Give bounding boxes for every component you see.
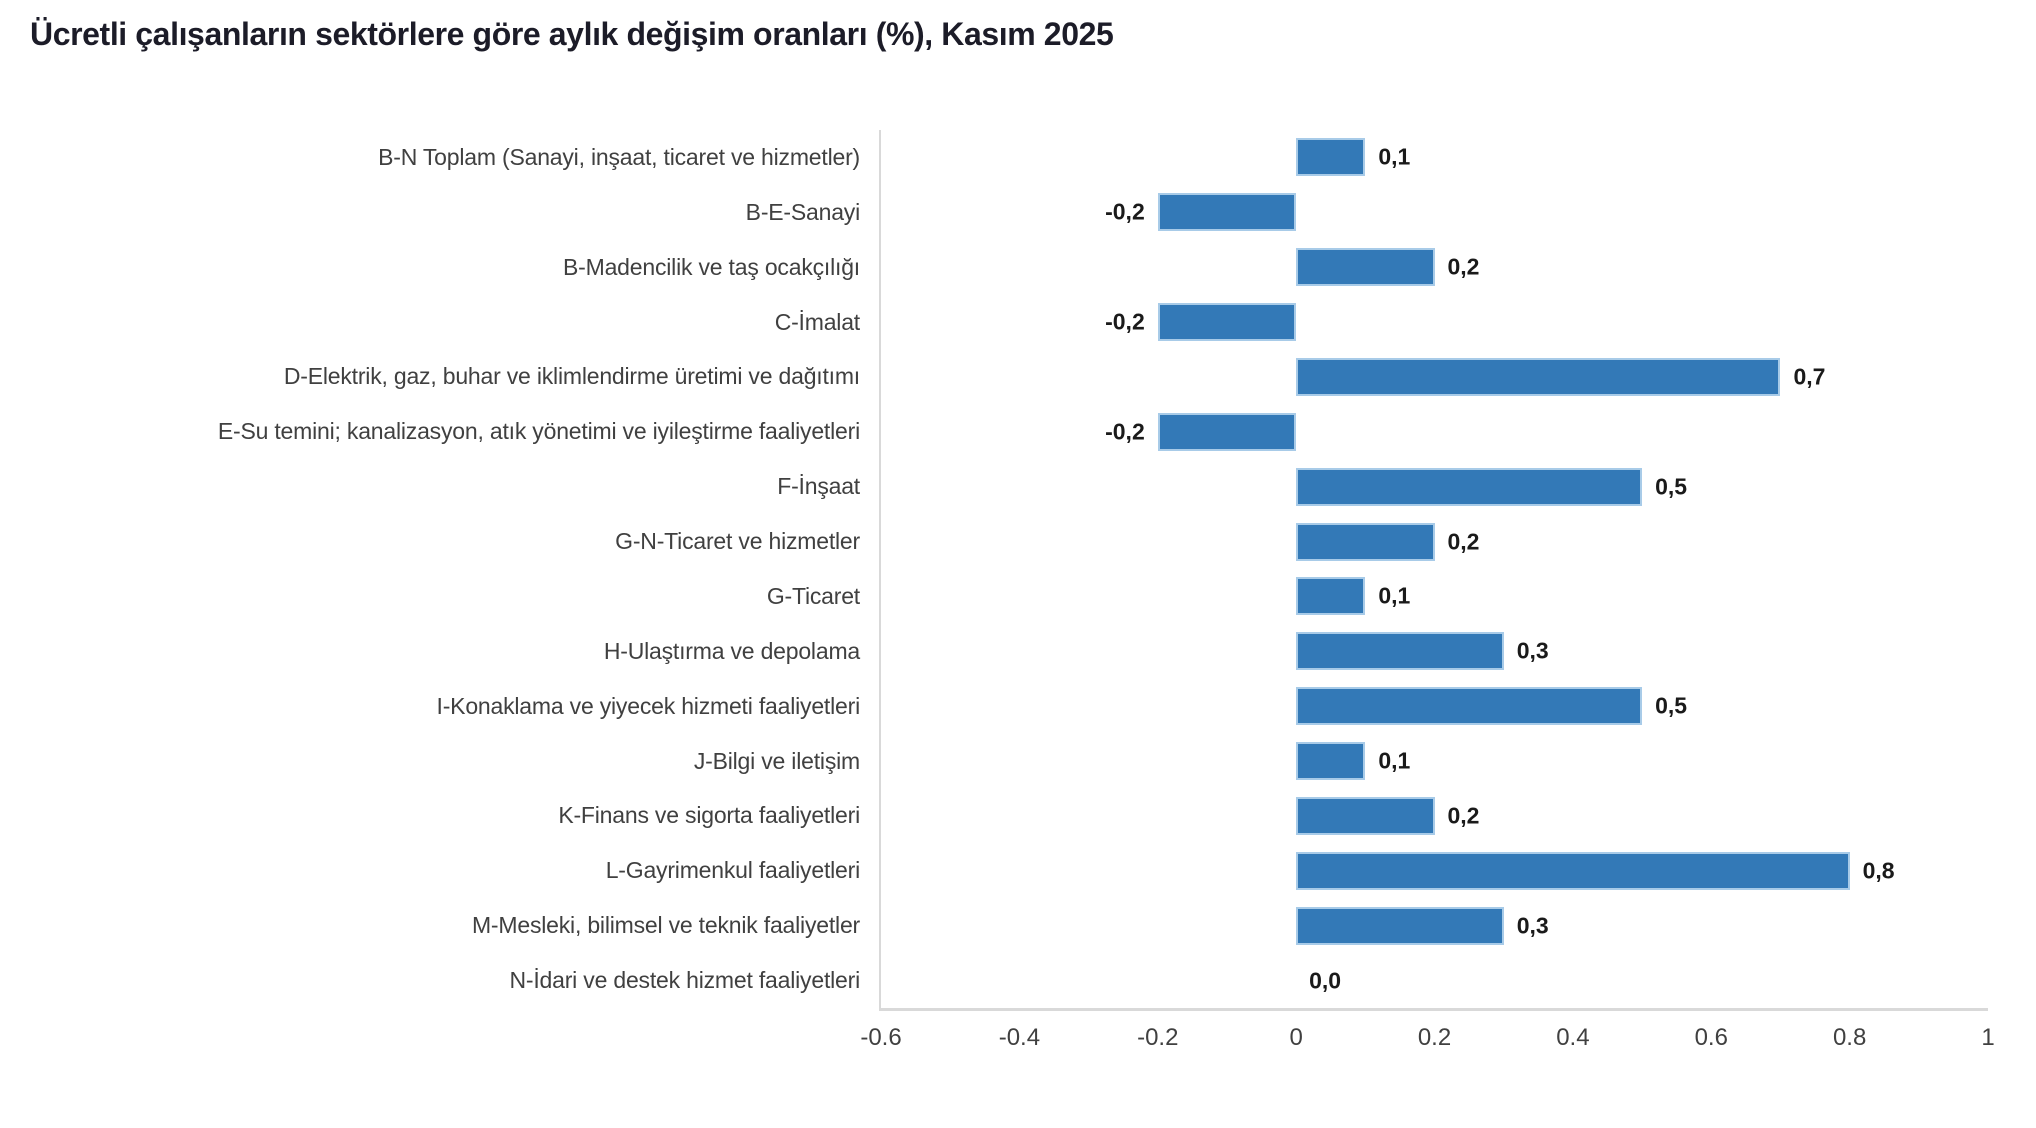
bar — [1296, 138, 1366, 177]
value-label: 0,1 — [1378, 582, 1411, 609]
value-label: 0,3 — [1516, 912, 1549, 939]
bar — [1157, 303, 1297, 342]
x-tick-label: -0.4 — [998, 1024, 1041, 1051]
category-label: F-İnşaat — [777, 473, 860, 500]
value-label: 0,1 — [1378, 143, 1411, 170]
x-tick-label: 1 — [1981, 1024, 1995, 1051]
bar-row: 0,2 — [881, 514, 1988, 569]
bar-row: 0,3 — [881, 624, 1988, 679]
value-label: 0,0 — [1309, 967, 1342, 994]
category-axis: B-N Toplam (Sanayi, inşaat, ticaret ve h… — [0, 130, 860, 1008]
x-tick-label: 0.8 — [1832, 1024, 1867, 1051]
bar-row: 0,2 — [881, 240, 1988, 295]
x-tick-label: -0.6 — [860, 1024, 902, 1051]
category-label: B-Madencilik ve taş ocakçılığı — [563, 253, 860, 280]
bar — [1296, 851, 1850, 890]
bar-row: 0,3 — [881, 898, 1988, 953]
value-label: 0,5 — [1655, 692, 1688, 719]
x-tick-label: 0.2 — [1417, 1024, 1452, 1051]
category-label: G-N-Ticaret ve hizmetler — [615, 528, 860, 555]
chart-title: Ücretli çalışanların sektörlere göre ayl… — [30, 16, 1114, 52]
bar-row: -0,2 — [881, 295, 1988, 350]
category-label: K-Finans ve sigorta faaliyetleri — [558, 802, 860, 829]
bar-row: 0,7 — [881, 350, 1988, 405]
value-label: 0,1 — [1378, 747, 1411, 774]
value-label: 0,2 — [1447, 528, 1480, 555]
x-tick-label: 0.4 — [1556, 1024, 1590, 1051]
bar-row: -0,2 — [881, 404, 1988, 459]
bar — [1296, 687, 1643, 726]
bar — [1296, 906, 1504, 945]
bar-row: 0,1 — [881, 734, 1988, 789]
category-label: L-Gayrimenkul faaliyetleri — [605, 857, 860, 884]
category-label: B-N Toplam (Sanayi, inşaat, ticaret ve h… — [378, 143, 860, 170]
bar-row: 0,1 — [881, 130, 1988, 185]
bar-row: 0,5 — [881, 459, 1988, 514]
category-label: N-İdari ve destek hizmet faaliyetleri — [509, 967, 860, 994]
bar — [1296, 632, 1504, 671]
bar-row: 0,1 — [881, 569, 1988, 624]
bar-row: 0,2 — [881, 789, 1988, 844]
plot-area: 0,1 -0,2 0,2 -0,2 0,7 -0,2 0,5 0,2 0,1 0… — [879, 130, 1988, 1011]
bar-row: -0,2 — [881, 185, 1988, 240]
bar-row: 0,0 — [881, 953, 1988, 1008]
bar-rows: 0,1 -0,2 0,2 -0,2 0,7 -0,2 0,5 0,2 0,1 0… — [881, 130, 1988, 1008]
value-label: 0,7 — [1793, 363, 1826, 390]
category-label: I-Konaklama ve yiyecek hizmeti faaliyetl… — [436, 692, 861, 719]
value-label: -0,2 — [1105, 418, 1145, 445]
value-label: -0,2 — [1105, 308, 1145, 335]
bar — [1296, 577, 1366, 616]
value-label: -0,2 — [1105, 198, 1145, 225]
x-tick-label: -0.2 — [1137, 1024, 1179, 1051]
bar — [1296, 796, 1435, 835]
bar — [1157, 412, 1297, 451]
category-label: C-İmalat — [774, 308, 861, 335]
category-label: H-Ulaştırma ve depolama — [603, 637, 860, 664]
bar — [1296, 742, 1366, 781]
category-label: G-Ticaret — [766, 582, 860, 609]
value-label: 0,8 — [1862, 857, 1895, 884]
bar — [1296, 522, 1435, 561]
category-label: E-Su temini; kanalizasyon, atık yönetimi… — [217, 418, 860, 445]
bar — [1157, 193, 1297, 232]
bar — [1296, 248, 1435, 287]
bar-row: 0,5 — [881, 679, 1988, 734]
bar — [1296, 467, 1643, 506]
category-label: M-Mesleki, bilimsel ve teknik faaliyetle… — [471, 912, 860, 939]
category-label: J-Bilgi ve iletişim — [693, 747, 860, 774]
category-label: D-Elektrik, gaz, buhar ve iklimlendirme … — [283, 363, 860, 390]
value-label: 0,5 — [1655, 473, 1688, 500]
x-tick-label: 0.6 — [1694, 1024, 1728, 1051]
value-label: 0,3 — [1516, 637, 1549, 664]
value-label: 0,2 — [1447, 253, 1480, 280]
x-tick-label: 0 — [1289, 1024, 1303, 1051]
value-label: 0,2 — [1447, 802, 1480, 829]
category-label: B-E-Sanayi — [745, 198, 861, 225]
bar — [1296, 357, 1781, 396]
bar-row: 0,8 — [881, 843, 1988, 898]
x-axis: -0.6 -0.4 -0.2 0 0.2 0.4 0.6 0.8 1 — [860, 1024, 1994, 1056]
